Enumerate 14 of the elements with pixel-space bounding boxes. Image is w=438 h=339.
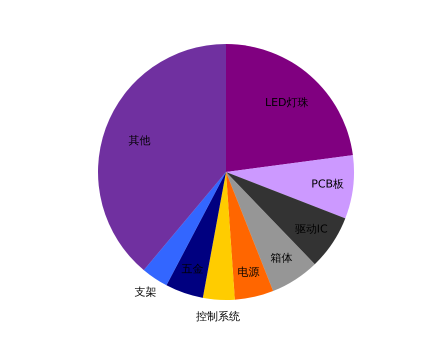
slice-label: LED灯珠 [264,96,309,110]
pie-slice [226,44,353,172]
slice-label: PCB板 [311,178,344,191]
pie-slice [166,172,226,298]
pie-slice [202,172,235,300]
slice-label: 控制系统 [196,310,240,323]
slice-label: 支架 [134,286,156,299]
slice-label: 五金 [182,262,204,276]
pie-slice [226,172,346,264]
pie-slice [226,155,354,218]
pie-slice [144,172,226,286]
slice-label: 电源 [238,265,260,278]
slice-label: 箱体 [270,252,292,265]
slice-label: 其他 [128,134,150,148]
